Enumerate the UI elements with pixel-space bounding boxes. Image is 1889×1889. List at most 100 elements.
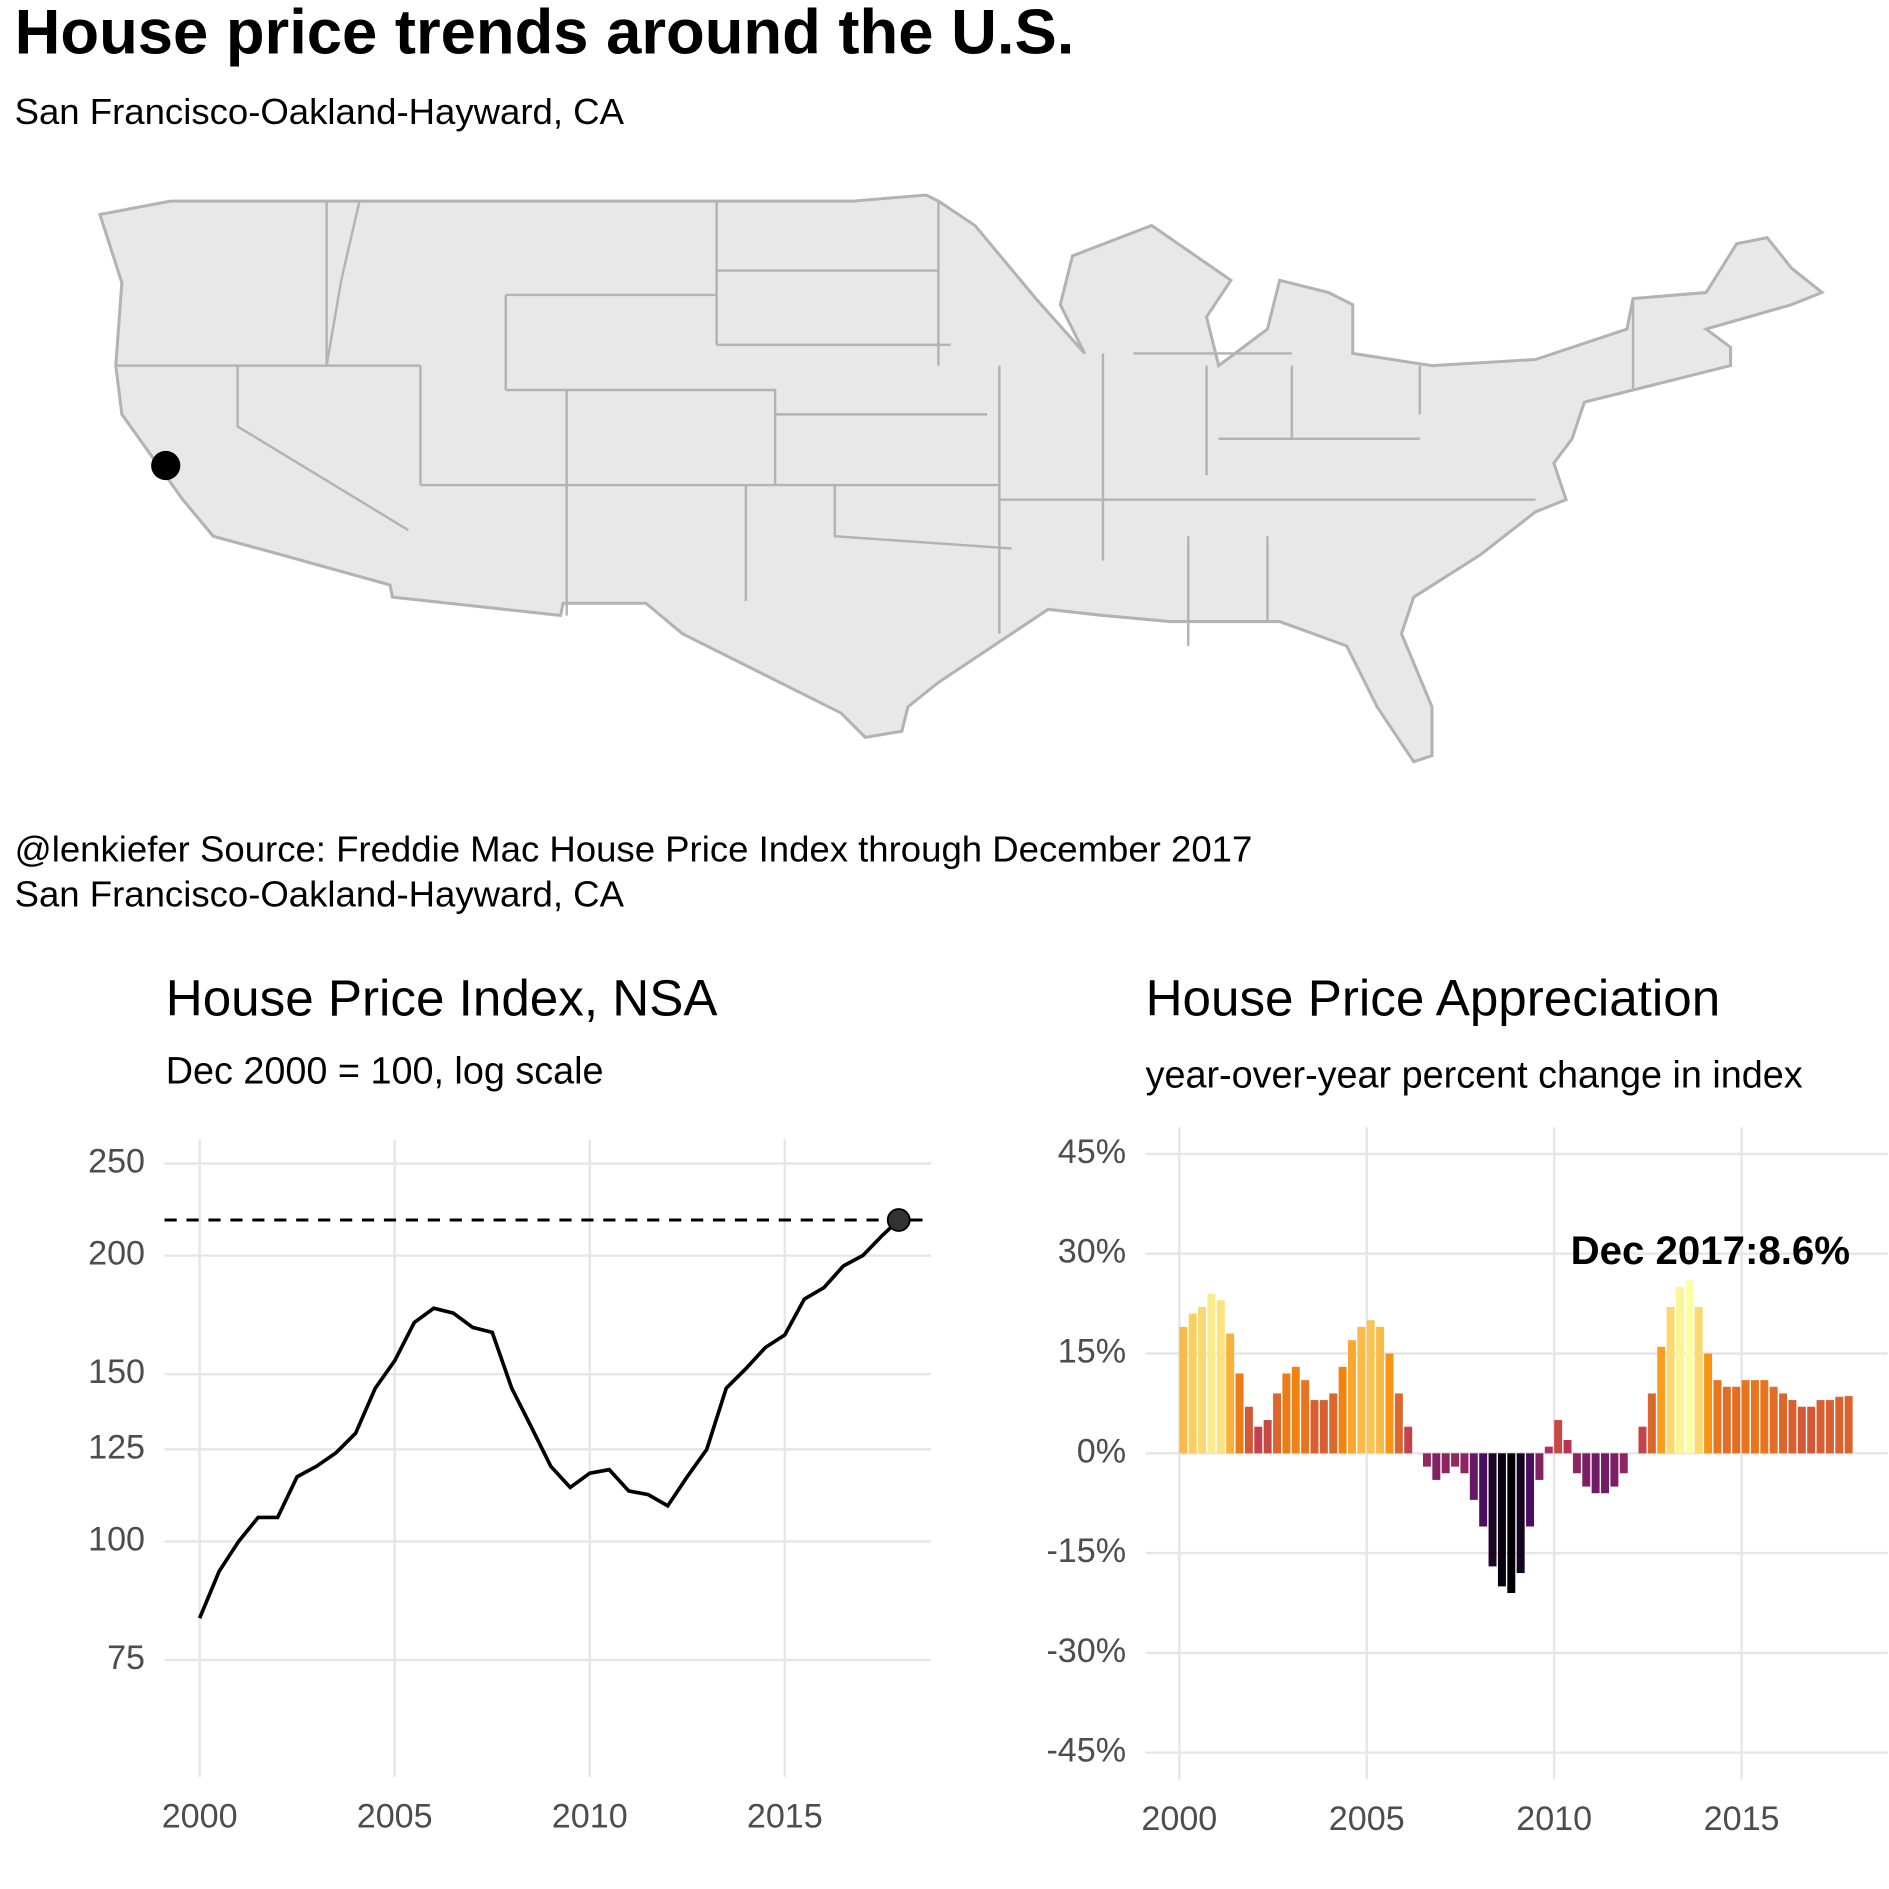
- bar: [1807, 1406, 1816, 1454]
- y-tick-label: 200: [88, 1235, 145, 1273]
- us-outline: [97, 193, 1825, 764]
- bar: [1254, 1426, 1263, 1454]
- bar: [1488, 1453, 1497, 1567]
- us-map: [97, 193, 1825, 764]
- bar: [1291, 1366, 1300, 1454]
- latest-point: [886, 1208, 911, 1232]
- bar: [1394, 1393, 1403, 1454]
- bar: [1769, 1386, 1778, 1454]
- bar: [1666, 1306, 1675, 1454]
- y-tick-label: -45%: [1046, 1732, 1126, 1770]
- y-tick-label: -15%: [1046, 1532, 1126, 1570]
- bar: [1460, 1453, 1469, 1474]
- bar: [1554, 1420, 1563, 1454]
- bar: [1563, 1440, 1572, 1454]
- bar: [1732, 1386, 1741, 1454]
- location-marker: [151, 450, 181, 481]
- bar: [1704, 1353, 1713, 1454]
- bar: [1516, 1453, 1525, 1574]
- y-tick-label: 45%: [1058, 1133, 1126, 1171]
- annotation: Dec 2017:8.6%: [1571, 1228, 1850, 1273]
- bar: [1825, 1400, 1834, 1454]
- x-tick-label: 2010: [552, 1797, 628, 1835]
- bar: [1357, 1326, 1366, 1454]
- bar: [1226, 1333, 1235, 1454]
- bar: [1404, 1426, 1413, 1454]
- bar: [1244, 1406, 1253, 1454]
- bar: [1441, 1453, 1450, 1474]
- bar: [1535, 1453, 1544, 1480]
- bar: [1835, 1396, 1844, 1454]
- state-borders: [115, 200, 1635, 646]
- bar: [1675, 1286, 1684, 1454]
- bar: [1657, 1346, 1666, 1454]
- bar: [1544, 1446, 1553, 1454]
- bar: [1235, 1373, 1244, 1454]
- bar: [1469, 1453, 1478, 1500]
- bar: [1647, 1393, 1656, 1454]
- bar: [1760, 1380, 1769, 1454]
- x-tick-label: 2005: [1329, 1800, 1405, 1838]
- page-title: House price trends around the U.S.: [15, 0, 1075, 67]
- bar: [1310, 1400, 1319, 1454]
- chart-title: House Price Index, NSA: [166, 969, 719, 1026]
- bar: [1497, 1453, 1506, 1587]
- bar: [1385, 1353, 1394, 1454]
- bar: [1844, 1396, 1853, 1454]
- x-tick-label: 2000: [162, 1797, 238, 1835]
- bar: [1451, 1453, 1460, 1467]
- y-tick-label: 75: [107, 1639, 145, 1677]
- y-tick-label: -30%: [1046, 1632, 1126, 1670]
- bar: [1610, 1453, 1619, 1487]
- bar: [1188, 1313, 1197, 1454]
- bar: [1741, 1380, 1750, 1454]
- chart-title: House Price Appreciation: [1146, 969, 1721, 1026]
- x-tick-label: 2000: [1141, 1800, 1217, 1838]
- bar: [1582, 1453, 1591, 1487]
- index-line: [197, 1218, 900, 1619]
- bar: [1422, 1453, 1431, 1467]
- y-tick-label: 150: [88, 1353, 145, 1391]
- bar: [1282, 1373, 1291, 1454]
- bar: [1207, 1293, 1216, 1454]
- bar: [1526, 1453, 1535, 1527]
- y-tick-label: 100: [88, 1520, 145, 1558]
- bar: [1198, 1306, 1207, 1454]
- bar: [1366, 1320, 1375, 1454]
- y-tick-label: 125: [88, 1428, 145, 1466]
- bar: [1816, 1400, 1825, 1454]
- bar: [1694, 1306, 1703, 1454]
- chart-subtitle: year-over-year percent change in index: [1146, 1054, 1803, 1096]
- bar: [1319, 1400, 1328, 1454]
- bar: [1432, 1453, 1441, 1480]
- caption-source: @lenkiefer Source: Freddie Mac House Pri…: [15, 829, 1253, 870]
- bar: [1788, 1400, 1797, 1454]
- caption-location: San Francisco-Oakland-Hayward, CA: [15, 874, 625, 915]
- bar: [1479, 1453, 1488, 1527]
- page-subtitle: San Francisco-Oakland-Hayward, CA: [15, 91, 625, 132]
- bar: [1216, 1300, 1225, 1454]
- bar: [1797, 1406, 1806, 1454]
- bar: [1338, 1366, 1347, 1454]
- y-tick-label: 30%: [1058, 1233, 1126, 1271]
- chart-subtitle: Dec 2000 = 100, log scale: [166, 1051, 604, 1093]
- bar: [1329, 1393, 1338, 1454]
- bar: [1601, 1453, 1609, 1494]
- bar: [1619, 1453, 1628, 1474]
- bar: [1722, 1386, 1731, 1454]
- x-tick-label: 2015: [747, 1797, 823, 1835]
- bar: [1713, 1380, 1722, 1454]
- bar: [1507, 1453, 1516, 1594]
- x-tick-label: 2005: [357, 1797, 433, 1835]
- bar: [1750, 1380, 1759, 1454]
- bar: [1685, 1280, 1694, 1454]
- bar: [1779, 1393, 1788, 1454]
- x-tick-label: 2015: [1704, 1800, 1780, 1838]
- y-tick-label: 15%: [1058, 1333, 1126, 1371]
- bar: [1273, 1393, 1282, 1454]
- bar: [1638, 1426, 1647, 1454]
- bar: [1376, 1326, 1385, 1454]
- y-tick-label: 250: [88, 1143, 145, 1181]
- bar: [1179, 1326, 1188, 1454]
